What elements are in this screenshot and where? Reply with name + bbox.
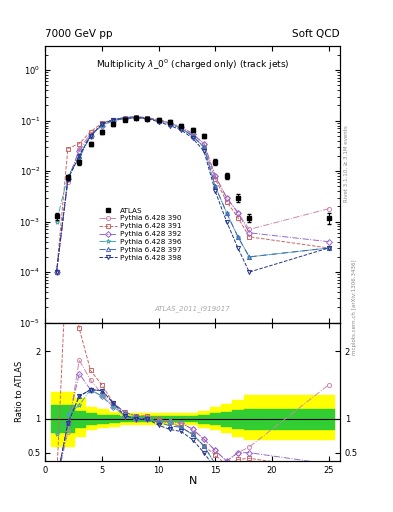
Text: 7000 GeV pp: 7000 GeV pp <box>45 29 113 39</box>
X-axis label: N: N <box>188 476 197 486</box>
Text: mcplots.cern.ch [arXiv:1306.3436]: mcplots.cern.ch [arXiv:1306.3436] <box>352 260 357 355</box>
Text: Multiplicity $\lambda\_0^0$ (charged only) (track jets): Multiplicity $\lambda\_0^0$ (charged onl… <box>96 57 289 72</box>
Text: Soft QCD: Soft QCD <box>292 29 340 39</box>
Text: ATLAS_2011_I919017: ATLAS_2011_I919017 <box>155 305 230 311</box>
Legend: ATLAS, Pythia 6.428 390, Pythia 6.428 391, Pythia 6.428 392, Pythia 6.428 396, P: ATLAS, Pythia 6.428 390, Pythia 6.428 39… <box>99 207 181 261</box>
Text: Rivet 3.1.10, ≥ 3.1M events: Rivet 3.1.10, ≥ 3.1M events <box>344 125 349 202</box>
Y-axis label: Ratio to ATLAS: Ratio to ATLAS <box>15 361 24 422</box>
